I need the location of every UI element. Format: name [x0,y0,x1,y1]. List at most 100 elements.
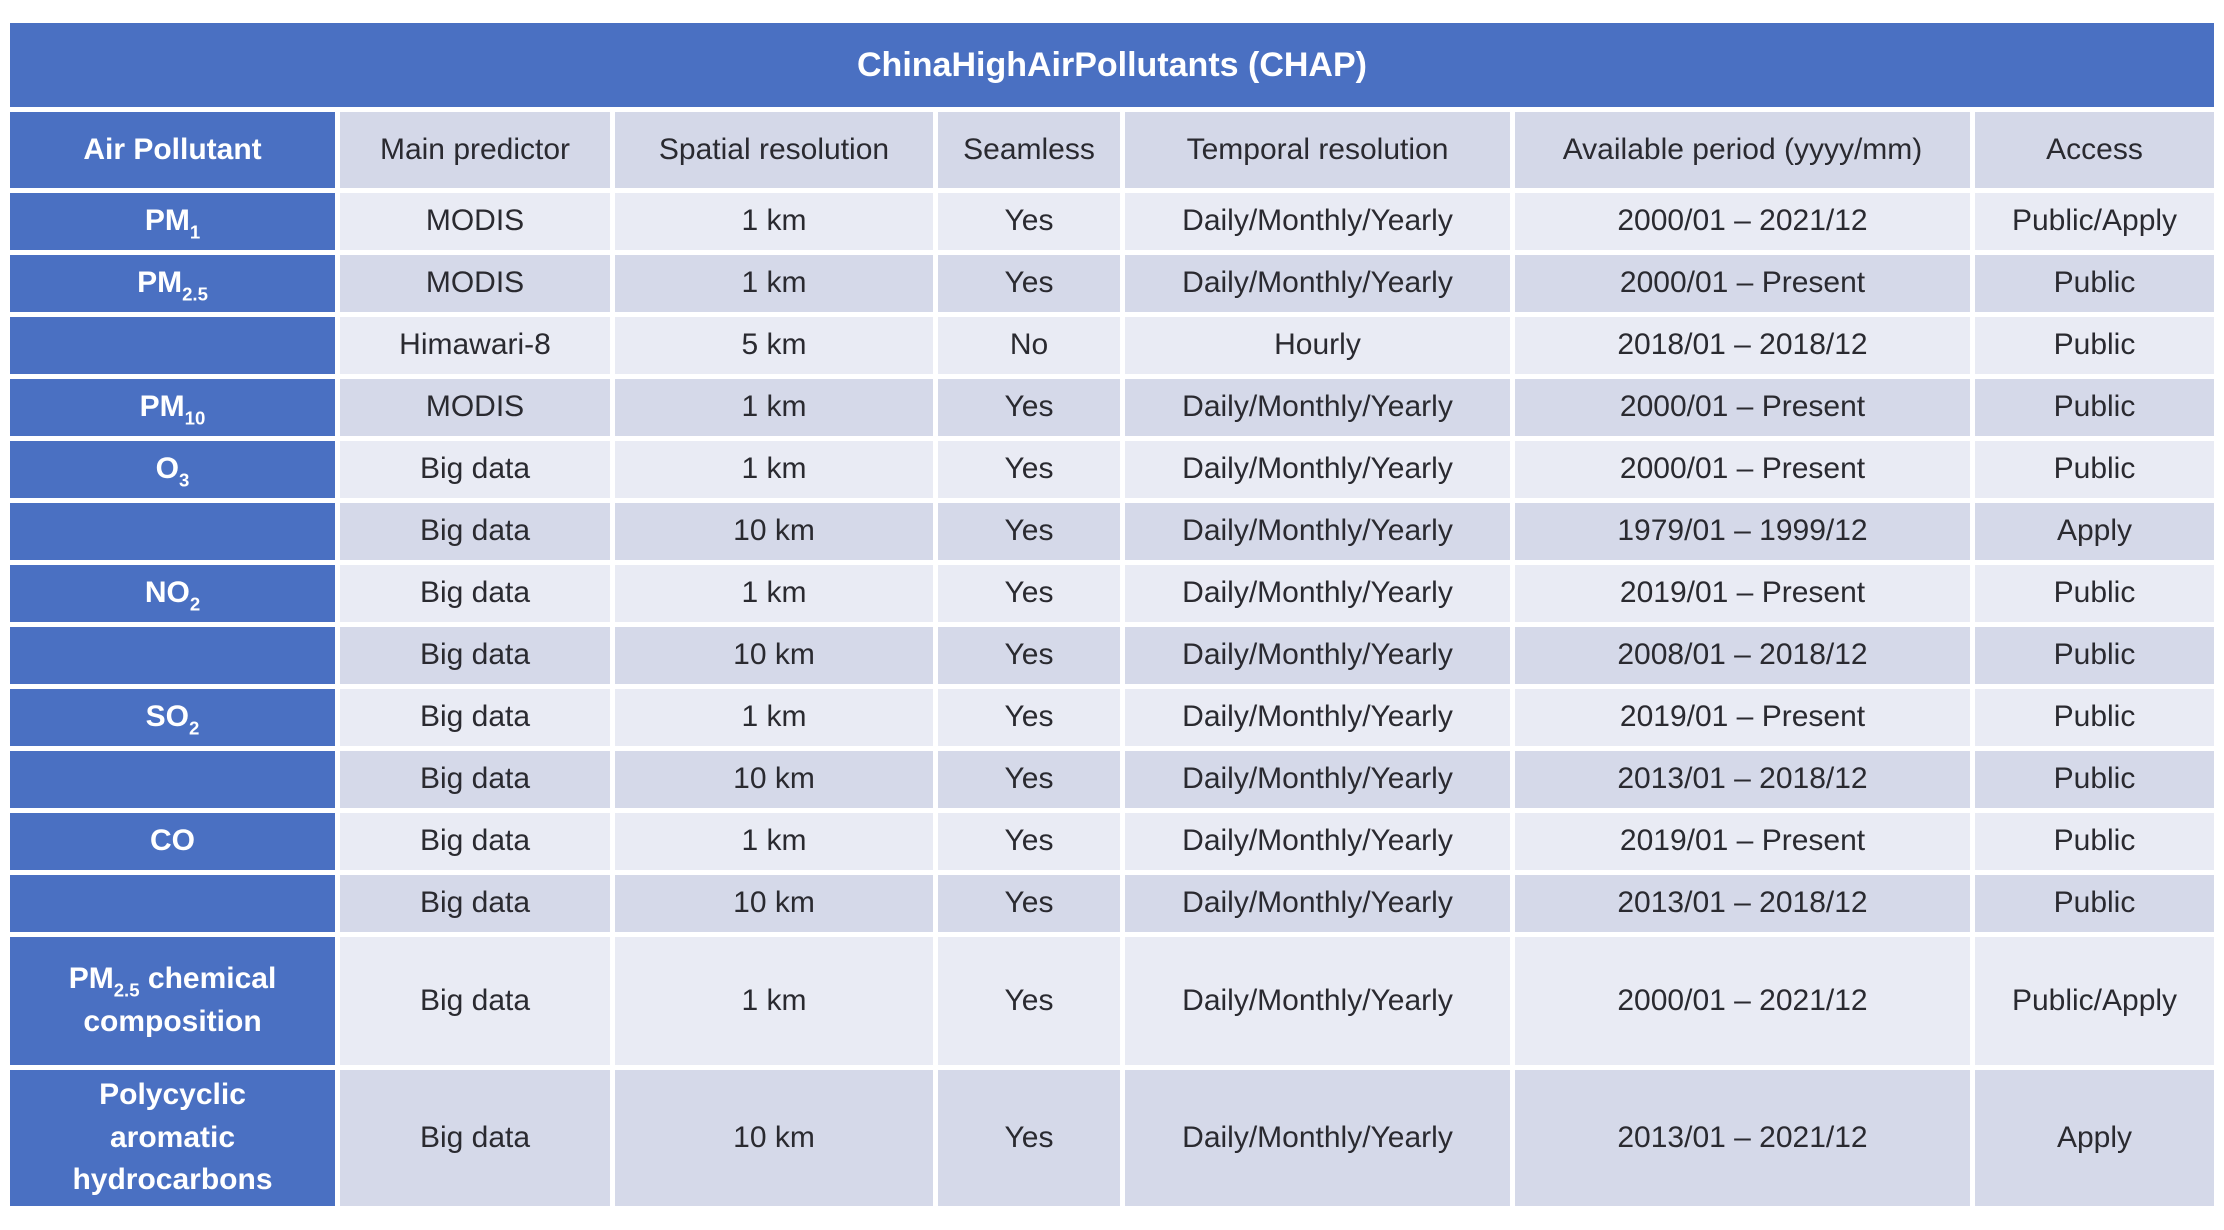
available-period-cell: 2000/01 – Present [1515,255,1970,312]
seamless-cell: Yes [938,813,1120,870]
access-cell: Public [1975,813,2214,870]
main-predictor-cell: MODIS [340,193,610,250]
chap-table: ChinaHighAirPollutants (CHAP) Air Pollut… [10,23,2214,1206]
access-cell: Public/Apply [1975,937,2214,1065]
seamless-cell: Yes [938,565,1120,622]
temporal-resolution-cell: Daily/Monthly/Yearly [1125,751,1510,808]
seamless-cell: Yes [938,1070,1120,1206]
spatial-resolution-cell: 1 km [615,193,933,250]
seamless-cell: Yes [938,255,1120,312]
seamless-cell: Yes [938,751,1120,808]
access-cell: Public/Apply [1975,193,2214,250]
available-period-cell: 2000/01 – Present [1515,379,1970,436]
column-header-spatial-resolution: Spatial resolution [615,112,933,188]
pollutant-cell: PM10 [10,379,335,436]
main-predictor-cell: Big data [340,565,610,622]
seamless-cell: Yes [938,937,1120,1065]
spatial-resolution-cell: 10 km [615,503,933,560]
pollutant-cell: PM2.5 chemical composition [10,937,335,1065]
pollutant-cell: CO [10,813,335,870]
pollutant-cell: Polycyclic aromatic hydrocarbons [10,1070,335,1206]
main-predictor-cell: MODIS [340,255,610,312]
temporal-resolution-cell: Daily/Monthly/Yearly [1125,379,1510,436]
spatial-resolution-cell: 5 km [615,317,933,374]
pollutant-cell: PM1 [10,193,335,250]
column-header-temporal-resolution: Temporal resolution [1125,112,1510,188]
temporal-resolution-cell: Daily/Monthly/Yearly [1125,441,1510,498]
main-predictor-cell: Big data [340,627,610,684]
available-period-cell: 2013/01 – 2018/12 [1515,875,1970,932]
available-period-cell: 2000/01 – 2021/12 [1515,193,1970,250]
column-header-main-predictor: Main predictor [340,112,610,188]
access-cell: Public [1975,875,2214,932]
spatial-resolution-cell: 1 km [615,379,933,436]
table-grid: Air Pollutant Main predictor Spatial res… [10,112,2214,1206]
temporal-resolution-cell: Daily/Monthly/Yearly [1125,1070,1510,1206]
column-header-seamless: Seamless [938,112,1120,188]
main-predictor-cell: Big data [340,875,610,932]
temporal-resolution-cell: Daily/Monthly/Yearly [1125,875,1510,932]
pollutant-label: Polycyclic aromatic hydrocarbons [72,1078,273,1197]
access-cell: Public [1975,689,2214,746]
access-cell: Public [1975,255,2214,312]
pollutant-cell [10,875,335,932]
pollutant-cell [10,317,335,374]
available-period-cell: 2000/01 – Present [1515,441,1970,498]
seamless-cell: Yes [938,441,1120,498]
spatial-resolution-cell: 10 km [615,627,933,684]
pollutant-cell: NO2 [10,565,335,622]
pollutant-cell: O3 [10,441,335,498]
spatial-resolution-cell: 10 km [615,875,933,932]
pollutant-label: PM10 [139,390,206,429]
pollutant-cell [10,627,335,684]
access-cell: Public [1975,565,2214,622]
main-predictor-cell: Big data [340,937,610,1065]
spatial-resolution-cell: 10 km [615,751,933,808]
access-cell: Public [1975,379,2214,436]
main-predictor-cell: Big data [340,689,610,746]
main-predictor-cell: Big data [340,813,610,870]
temporal-resolution-cell: Daily/Monthly/Yearly [1125,503,1510,560]
seamless-cell: Yes [938,627,1120,684]
pollutant-label: CO [150,824,195,858]
available-period-cell: 2018/01 – 2018/12 [1515,317,1970,374]
pollutant-cell: SO2 [10,689,335,746]
main-predictor-cell: Big data [340,751,610,808]
pollutant-label: NO2 [144,576,201,615]
temporal-resolution-cell: Daily/Monthly/Yearly [1125,565,1510,622]
available-period-cell: 2019/01 – Present [1515,813,1970,870]
available-period-cell: 2019/01 – Present [1515,689,1970,746]
access-cell: Public [1975,627,2214,684]
spatial-resolution-cell: 1 km [615,255,933,312]
column-header-access: Access [1975,112,2214,188]
access-cell: Public [1975,441,2214,498]
pollutant-cell [10,751,335,808]
main-predictor-cell: Himawari-8 [340,317,610,374]
temporal-resolution-cell: Daily/Monthly/Yearly [1125,193,1510,250]
seamless-cell: Yes [938,689,1120,746]
available-period-cell: 2013/01 – 2021/12 [1515,1070,1970,1206]
column-header-air-pollutant: Air Pollutant [10,112,335,188]
available-period-cell: 2019/01 – Present [1515,565,1970,622]
spatial-resolution-cell: 1 km [615,441,933,498]
temporal-resolution-cell: Hourly [1125,317,1510,374]
seamless-cell: No [938,317,1120,374]
table-title: ChinaHighAirPollutants (CHAP) [10,23,2214,107]
spatial-resolution-cell: 1 km [615,565,933,622]
available-period-cell: 2000/01 – 2021/12 [1515,937,1970,1065]
temporal-resolution-cell: Daily/Monthly/Yearly [1125,627,1510,684]
pollutant-label: PM1 [144,204,201,243]
pollutant-label: PM2.5 [137,266,208,305]
seamless-cell: Yes [938,875,1120,932]
spatial-resolution-cell: 1 km [615,937,933,1065]
temporal-resolution-cell: Daily/Monthly/Yearly [1125,937,1510,1065]
temporal-resolution-cell: Daily/Monthly/Yearly [1125,255,1510,312]
available-period-cell: 2008/01 – 2018/12 [1515,627,1970,684]
main-predictor-cell: MODIS [340,379,610,436]
temporal-resolution-cell: Daily/Monthly/Yearly [1125,813,1510,870]
available-period-cell: 2013/01 – 2018/12 [1515,751,1970,808]
spatial-resolution-cell: 1 km [615,689,933,746]
temporal-resolution-cell: Daily/Monthly/Yearly [1125,689,1510,746]
seamless-cell: Yes [938,503,1120,560]
access-cell: Public [1975,751,2214,808]
